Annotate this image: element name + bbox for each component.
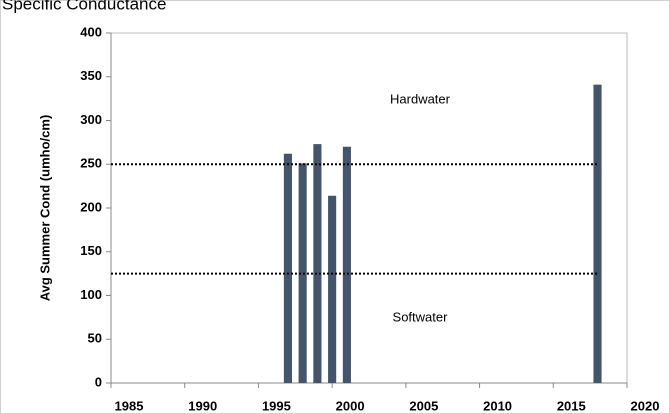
x-tick-label: 2005 — [409, 398, 438, 413]
y-tick-label: 0 — [95, 374, 102, 389]
annotation: Hardwater — [390, 91, 451, 106]
x-tick-label: 2015 — [557, 398, 586, 413]
y-tick-label: 150 — [80, 243, 102, 258]
y-tick-label: 200 — [80, 199, 102, 214]
bar — [313, 144, 322, 383]
y-tick-label: 350 — [80, 68, 102, 83]
y-tick-label: 50 — [88, 331, 102, 346]
x-tick-label: 1995 — [262, 398, 291, 413]
x-tick-label: 2000 — [336, 398, 365, 413]
chart-title: Specific Conductance — [2, 0, 166, 13]
x-tick-label: 2010 — [483, 398, 512, 413]
bar — [298, 163, 307, 383]
bar — [328, 195, 337, 383]
bar — [342, 146, 351, 383]
y-tick-label: 250 — [80, 156, 102, 171]
bar — [593, 84, 602, 383]
x-tick-label: 1985 — [115, 398, 144, 413]
x-tick-label: 2020 — [631, 398, 660, 413]
bar — [283, 153, 292, 383]
annotation: Softwater — [393, 309, 449, 324]
y-axis-label: Avg Summer Cond (umho/cm) — [37, 115, 52, 302]
x-tick-label: 1990 — [188, 398, 217, 413]
y-tick-label: 400 — [80, 24, 102, 39]
y-tick-label: 300 — [80, 112, 102, 127]
y-tick-label: 100 — [80, 287, 102, 302]
